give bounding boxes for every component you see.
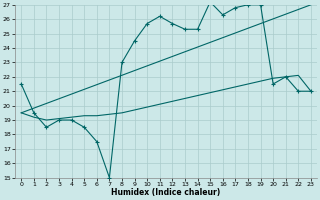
X-axis label: Humidex (Indice chaleur): Humidex (Indice chaleur): [111, 188, 221, 197]
